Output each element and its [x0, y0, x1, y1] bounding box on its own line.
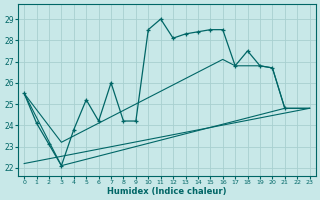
X-axis label: Humidex (Indice chaleur): Humidex (Indice chaleur): [107, 187, 227, 196]
